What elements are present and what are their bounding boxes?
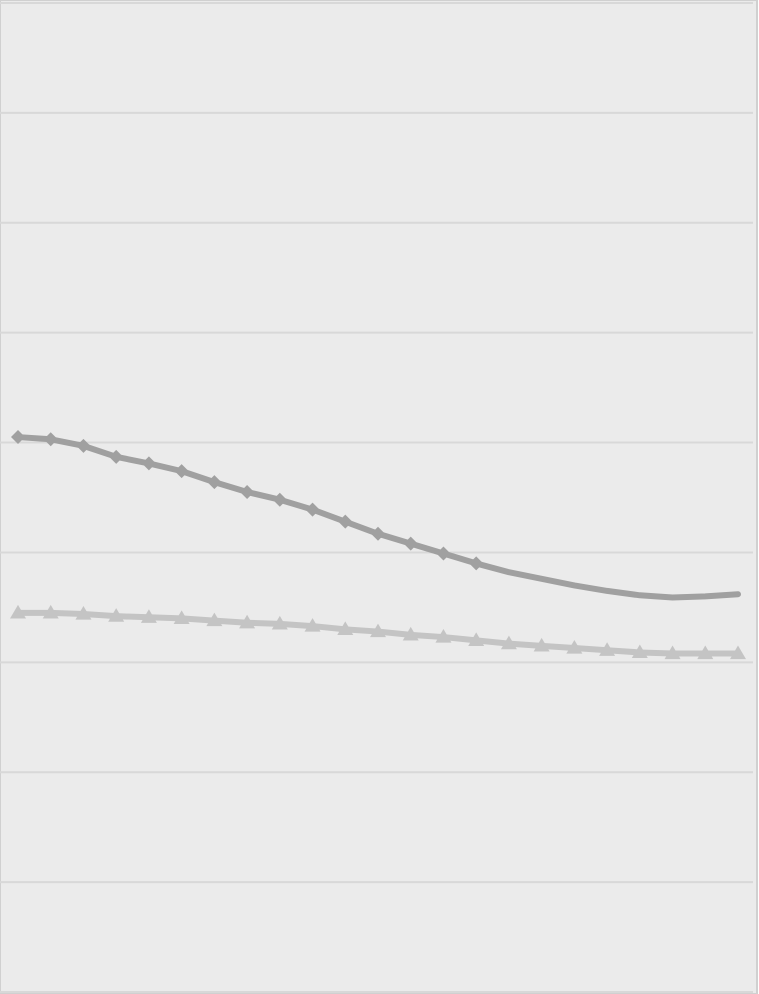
- series-1-point: [338, 514, 353, 529]
- series-1-point: [240, 485, 255, 500]
- series-2-point: [42, 604, 59, 619]
- series-1-point: [43, 432, 58, 447]
- series-2-point: [304, 618, 321, 632]
- series-2-point: [10, 604, 26, 619]
- series-1-point: [76, 438, 91, 453]
- series-2-point: [140, 609, 157, 623]
- series-2-point: [697, 645, 714, 660]
- series-2-point: [402, 626, 419, 641]
- series-1-point: [403, 536, 418, 551]
- series-1-point: [109, 449, 124, 464]
- series-markers: [10, 430, 746, 660]
- series-2-point: [370, 623, 386, 638]
- series-2-point: [206, 612, 223, 627]
- series-2-point: [468, 632, 485, 646]
- series-1-point: [11, 430, 25, 445]
- series-2-point: [599, 642, 616, 656]
- series-1-point: [174, 464, 189, 479]
- series-2-point: [239, 614, 256, 629]
- series-2-point: [664, 645, 681, 660]
- series-2-point: [271, 615, 288, 630]
- series-2-point: [108, 608, 125, 622]
- series-1-point: [272, 492, 287, 507]
- series-2-point: [533, 637, 550, 652]
- series-1-point: [141, 456, 156, 471]
- series-2-point: [631, 644, 648, 659]
- series-2-point: [173, 610, 190, 624]
- series-1-point: [371, 526, 385, 541]
- series-1-point: [436, 546, 451, 561]
- series-2-point: [500, 635, 517, 650]
- series-1-point: [469, 556, 484, 571]
- series-1-point: [207, 475, 222, 490]
- series-1-point: [305, 502, 320, 517]
- series-2-point: [75, 605, 92, 620]
- series-2-point: [730, 645, 746, 660]
- series-2-point: [435, 629, 452, 643]
- series-2-point: [566, 640, 583, 654]
- series-2-point: [337, 621, 354, 635]
